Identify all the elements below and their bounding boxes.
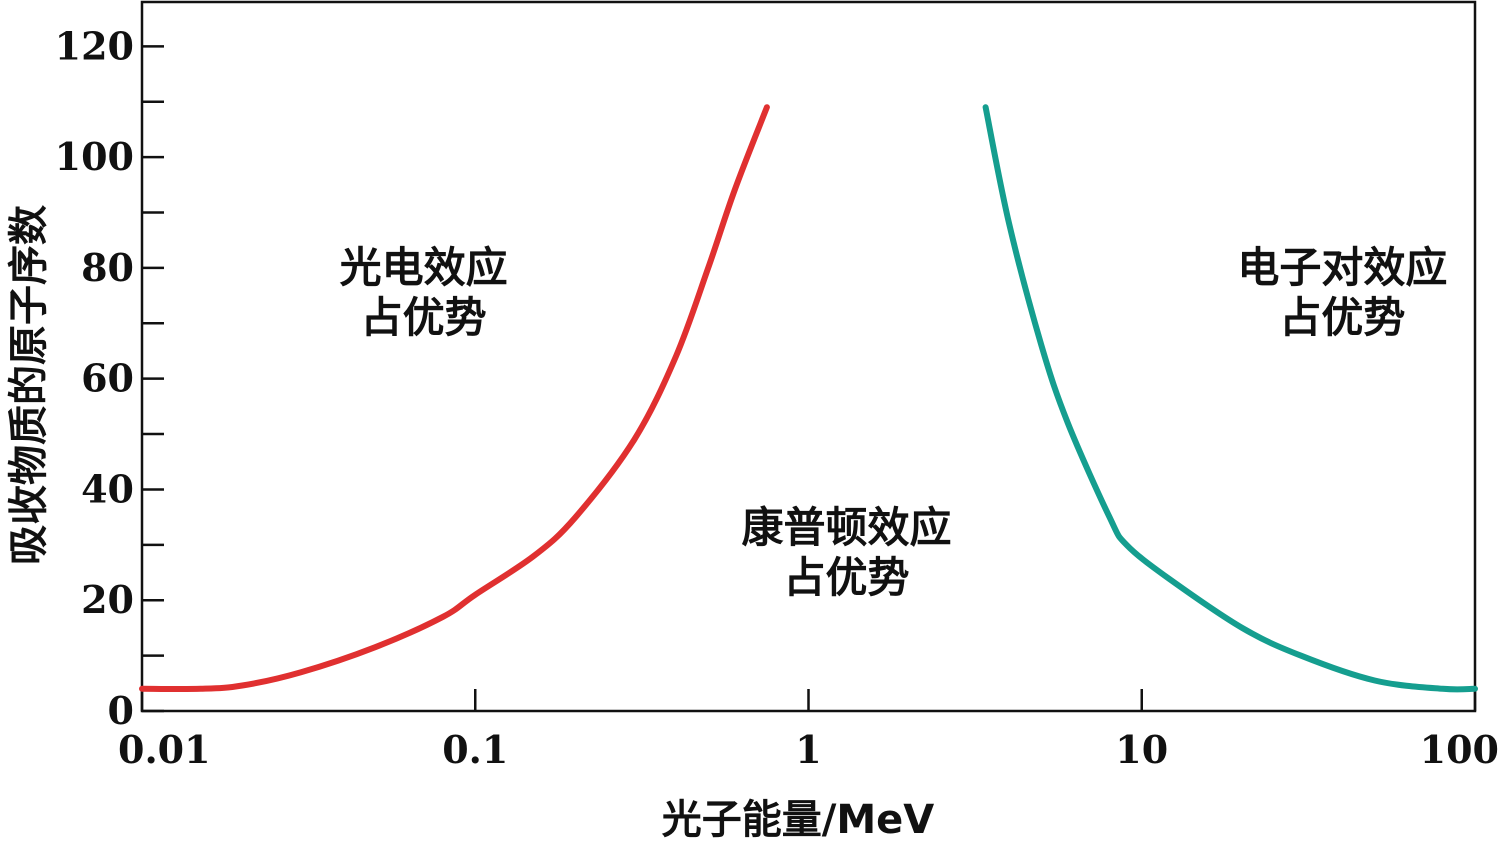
region-label-line: 康普顿效应 [741,503,951,552]
y-axis-title: 吸收物质的原子序数 [6,205,52,565]
y-tick-label: 100 [55,134,134,179]
region-label-line: 电子对效应 [1237,243,1447,292]
y-tick-label: 80 [81,245,134,290]
x-tick-label: 0.1 [442,727,508,772]
series-line-2 [982,104,1478,693]
y-tick-label: 0 [108,688,134,733]
region-label-2: 康普顿效应占优势 [741,503,951,602]
region-label-line: 占优势 [1279,293,1405,342]
region-label-line: 占优势 [361,293,487,342]
x-tick-label: 100 [1420,727,1499,772]
series-group [139,104,1478,693]
x-tick-label: 0.01 [118,727,211,772]
region-label-1: 光电效应占优势 [340,243,508,342]
plot-frame [140,0,1477,713]
x-axis-title: 光子能量/MeV [662,797,935,843]
y-tick-label: 60 [81,356,134,401]
series-line-1 [139,104,770,693]
y-tick-label: 20 [81,577,134,622]
region-label-line: 光电效应 [340,243,508,292]
region-label-line: 占优势 [783,553,909,602]
x-tick-label: 10 [1115,727,1168,772]
y-tick-label: 40 [81,466,134,511]
y-tick-label: 120 [55,23,134,68]
axis-ticks: 0 20 40 60 80 100 120 0.01 0.1 1 10 100 [55,23,1499,772]
region-label-3: 电子对效应占优势 [1237,243,1447,342]
x-tick-label: 1 [795,727,821,772]
